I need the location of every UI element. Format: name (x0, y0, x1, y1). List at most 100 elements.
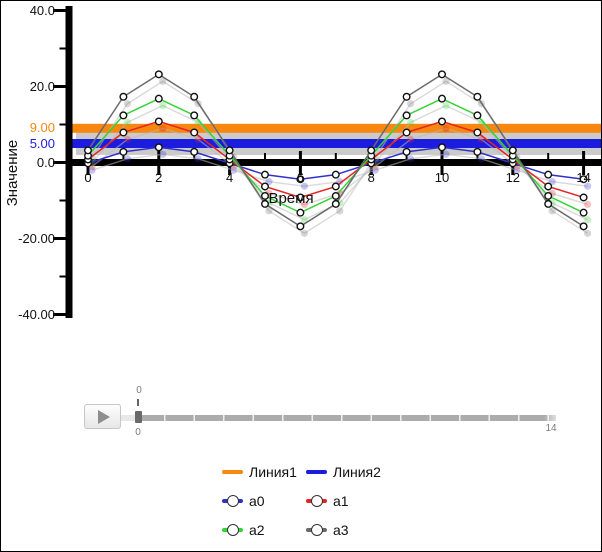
marker-a1-13 (544, 182, 553, 191)
slider-track[interactable] (136, 415, 556, 421)
marker-a3-4 (225, 146, 234, 155)
y-tick-label-0.0: 0.0 (36, 154, 55, 170)
x-tick-label-10: 10 (434, 170, 450, 185)
marker-a3-1 (119, 92, 128, 101)
marker-a2-5 (261, 191, 270, 200)
legend-item-a3: a3 (306, 522, 349, 538)
slider-track-left[interactable] (121, 415, 136, 421)
slider-current-tick (137, 399, 139, 406)
marker-a1-3 (190, 128, 199, 137)
legend-item-a2: a2 (222, 522, 265, 538)
x-tick-label-12: 12 (505, 170, 521, 185)
marker-a2-13 (544, 191, 553, 200)
x-minor-tick (476, 153, 479, 159)
marker-a0-14 (579, 175, 588, 184)
x-tick-label-4: 4 (225, 170, 234, 185)
marker-a2-3 (190, 111, 199, 120)
marker-a1-11 (473, 128, 482, 137)
legend-item-a1: a1 (306, 493, 349, 509)
series-a3 (83, 70, 588, 231)
x-tick-label-14: 14 (576, 170, 591, 185)
marker-a1-6 (296, 193, 305, 202)
y-tick-label--40.00: -40.00 (18, 306, 55, 322)
x-axis-title: Время (268, 190, 314, 207)
marker-a0-6 (296, 175, 305, 184)
series-shadow-a1 (88, 124, 592, 209)
series-shadow-a0 (88, 150, 592, 190)
y-tick-label--20.00: -20.00 (18, 230, 55, 246)
legend-label: a0 (249, 493, 265, 509)
marker-a3-9 (402, 92, 411, 101)
chart-canvas (53, 6, 601, 318)
y-axis-title: Значение (4, 139, 21, 207)
legend-swatch-a1 (306, 495, 327, 507)
marker-a1-7 (331, 182, 340, 191)
x-tick-label-6: 6 (296, 170, 304, 185)
y-major-tick (53, 161, 66, 164)
legend-label: Линия2 (333, 464, 381, 480)
marker-a1-14 (579, 193, 588, 202)
marker-a2-6 (296, 208, 305, 217)
marker-a0-11 (473, 147, 482, 156)
slider-max-label: 14 (545, 423, 557, 434)
marker-a3-13 (544, 199, 553, 208)
x-minor-tick (334, 153, 337, 159)
x-major-tick (582, 151, 586, 175)
ref-band-1 (72, 139, 601, 148)
y-tick-label-40.0: 40.0 (29, 2, 55, 18)
marker-a3-5 (261, 199, 270, 208)
legend-label: Линия1 (249, 464, 297, 480)
series-a0 (83, 143, 588, 184)
y-minor-tick (59, 123, 66, 126)
marker-a0-7 (331, 170, 340, 179)
marker-a3-2 (154, 70, 163, 79)
marker-a2-11 (473, 111, 482, 120)
legend-item-Линия1: Линия1 (222, 464, 297, 480)
legend-label: a2 (249, 522, 265, 538)
series-a2 (83, 94, 588, 217)
x-minor-tick (264, 153, 266, 159)
reference-bands (72, 123, 601, 155)
play-icon (98, 409, 110, 424)
legend-item-a0: a0 (222, 493, 265, 509)
marker-a0-1 (119, 147, 128, 156)
x-tick-label-2: 2 (155, 170, 163, 185)
legend-label: a3 (333, 522, 349, 538)
play-button[interactable] (84, 404, 121, 429)
y-minor-tick (59, 199, 66, 202)
y-minor-tick (59, 47, 66, 50)
x-tick-label-8: 8 (367, 170, 375, 185)
marker-a2-1 (119, 111, 128, 120)
marker-a3-8 (367, 146, 376, 155)
y-major-tick (53, 85, 66, 88)
marker-a1-10 (438, 117, 447, 126)
legend-swatch-Линия2 (306, 466, 327, 478)
marker-a3-12 (508, 146, 517, 155)
x-major-tick (440, 151, 444, 175)
slider-thumb[interactable] (135, 411, 142, 423)
legend-marker-icon (310, 524, 323, 536)
x-tick-label-0: 0 (84, 170, 92, 185)
marker-a3-6 (296, 222, 305, 231)
legend-marker-icon (226, 495, 239, 507)
legend-marker-icon (226, 524, 239, 536)
marker-a1-2 (154, 117, 163, 126)
marker-a0-2 (154, 143, 163, 152)
marker-a2-14 (579, 208, 588, 217)
slider-track-fade (544, 414, 568, 422)
slider-current-value: 0 (136, 385, 142, 396)
marker-a0-9 (402, 147, 411, 156)
marker-a0-5 (261, 170, 270, 179)
marker-a3-3 (190, 92, 199, 101)
y-major-tick (53, 313, 66, 316)
ref-band-shadow-0 (76, 130, 601, 140)
marker-a1-5 (261, 182, 270, 191)
legend-marker-icon (310, 495, 323, 507)
legend-swatch-a0 (222, 495, 243, 507)
legend-swatch-a3 (306, 524, 327, 536)
x-minor-tick (122, 153, 125, 159)
x-axis-line (65, 159, 601, 166)
marker-a3-11 (473, 92, 482, 101)
x-minor-tick (193, 153, 196, 159)
slider-min-label: 0 (135, 427, 141, 438)
